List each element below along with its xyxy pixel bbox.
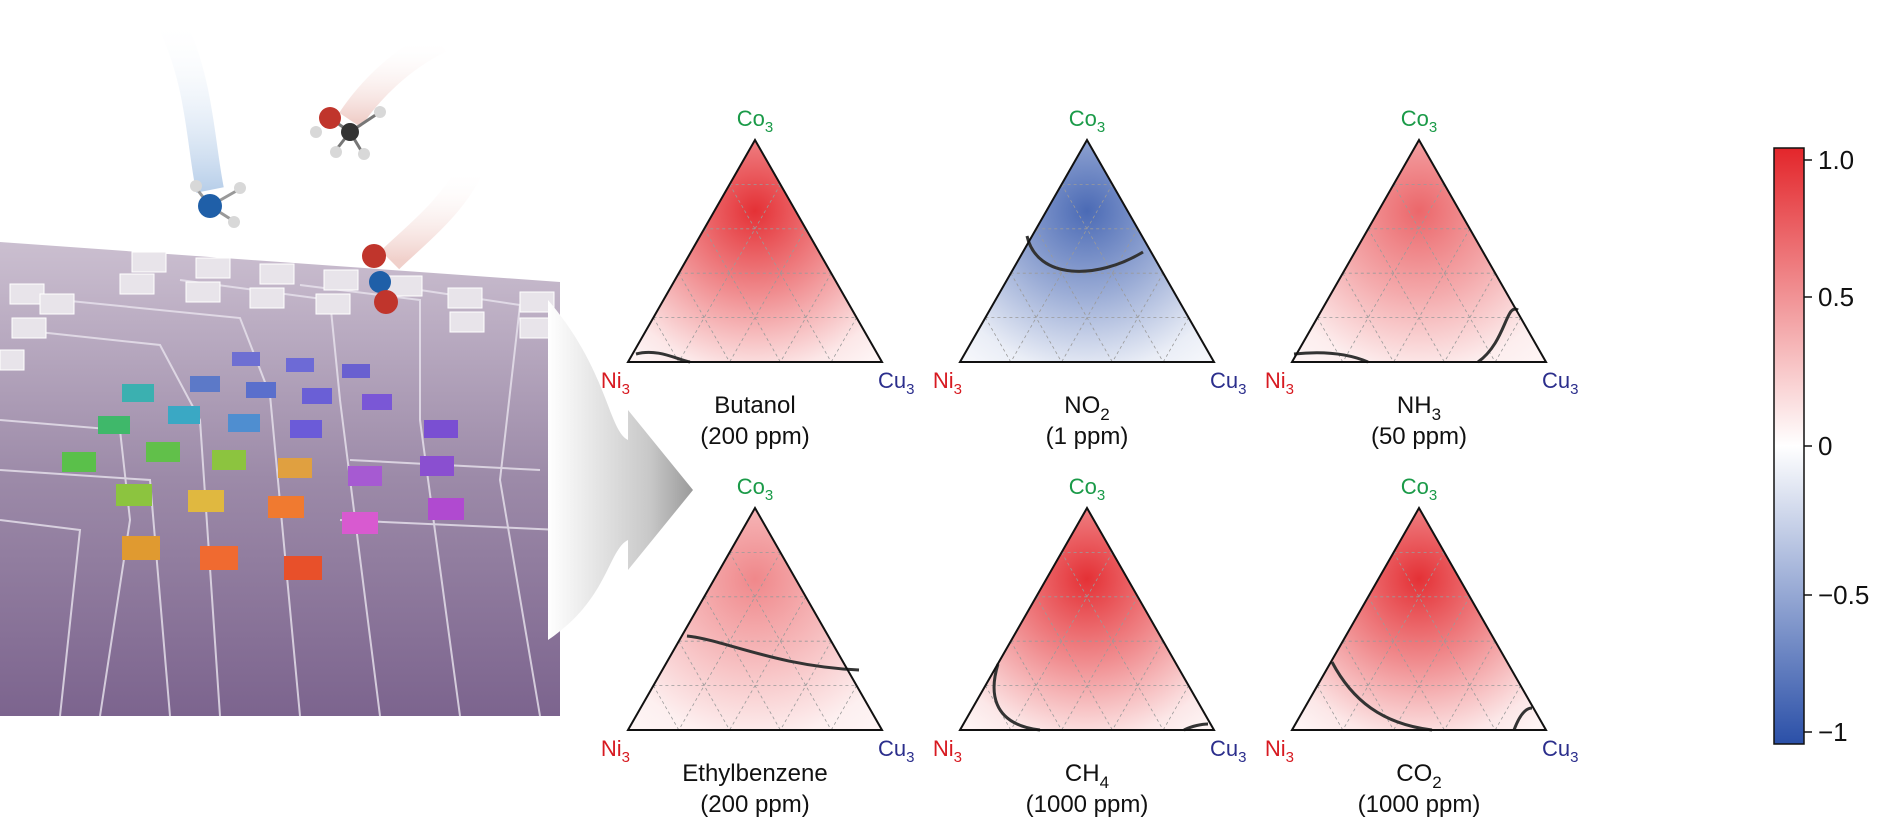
ternary-outline — [1290, 505, 1548, 731]
colorbar-tick-label: 0.5 — [1818, 282, 1854, 312]
vertex-label-ni: Ni3 — [1265, 368, 1294, 398]
response-heatmap — [960, 508, 1214, 730]
sensor-pads — [62, 352, 464, 580]
vertex-label-co: Co3 — [1401, 474, 1437, 504]
ternary-plot: Co3 Ni3 Cu3 NH3(50 ppm) — [1265, 106, 1579, 450]
response-heatmap — [1292, 140, 1546, 362]
vertex-label-cu: Cu3 — [1210, 736, 1246, 766]
ternary-gridlines — [985, 552, 1189, 731]
vertex-label-co: Co3 — [1069, 106, 1105, 136]
colorbar-gradient — [1773, 147, 1805, 745]
zero-contour — [1025, 235, 1144, 273]
gas-concentration: (50 ppm) — [1371, 423, 1467, 450]
gas-molecules — [157, 13, 482, 314]
vertex-label-cu: Cu3 — [1542, 736, 1578, 766]
gas-concentration: (1 ppm) — [1046, 423, 1129, 450]
vertex-label-cu: Cu3 — [1210, 368, 1246, 398]
vertex-label-co: Co3 — [1401, 106, 1437, 136]
alcohol-molecule — [310, 106, 386, 160]
ternary-outline — [958, 137, 1216, 363]
gas-concentration: (1000 ppm) — [1026, 791, 1149, 818]
ternary-outline — [626, 505, 884, 731]
gas-name: Ethylbenzene — [682, 760, 827, 787]
vertex-label-ni: Ni3 — [933, 736, 962, 766]
vertex-label-ni: Ni3 — [601, 736, 630, 766]
vertex-label-cu: Cu3 — [878, 736, 914, 766]
ternary-gridlines — [1317, 183, 1521, 363]
ternary-outline — [1290, 137, 1548, 363]
gas-name: CH4 — [1065, 760, 1109, 792]
sensor-chip — [0, 242, 561, 717]
ternary-gridlines — [653, 552, 857, 731]
gas-concentration: (200 ppm) — [700, 423, 809, 450]
vertex-label-ni: Ni3 — [601, 368, 630, 398]
vertex-label-cu: Cu3 — [878, 368, 914, 398]
ternary-outline — [958, 505, 1216, 731]
gas-name: Butanol — [714, 392, 795, 419]
vertex-label-ni: Ni3 — [1265, 736, 1294, 766]
sensor-array-illustration — [0, 13, 561, 717]
gas-concentration: (200 ppm) — [700, 791, 809, 818]
colorbar: 1.0 0.5 0 −0.5 −1 — [1773, 145, 1869, 747]
gas-name: NH3 — [1397, 392, 1441, 424]
gas-name: NO2 — [1064, 392, 1109, 424]
colorbar-tick-label: 0 — [1818, 431, 1832, 461]
zero-contour — [686, 634, 860, 672]
ternary-gridlines — [653, 183, 857, 363]
ternary-plot: Co3 Ni3 Cu3 NO2(1 ppm) — [933, 106, 1247, 450]
ternary-outline — [626, 137, 884, 363]
ternary-gridlines — [985, 183, 1189, 363]
ternary-plot: Co3 Ni3 Cu3 Butanol (200 ppm) — [601, 106, 915, 450]
gas-concentration: (1000 ppm) — [1358, 791, 1481, 818]
ternary-plot: Co3 Ni3 Cu3 Ethylbenzene (200 ppm) — [601, 474, 915, 818]
no2-molecule — [362, 244, 398, 314]
flow-arrow — [548, 300, 693, 640]
colorbar-tick-label: 1.0 — [1818, 145, 1854, 175]
vertex-label-co: Co3 — [1069, 474, 1105, 504]
gas-name: CO2 — [1396, 760, 1441, 792]
ammonia-molecule — [190, 180, 246, 228]
ternary-plot: Co3 Ni3 Cu3 CH4(1000 ppm) — [933, 474, 1247, 818]
vertex-label-cu: Cu3 — [1542, 368, 1578, 398]
response-heatmap — [628, 508, 882, 730]
colorbar-tick-label: −0.5 — [1818, 580, 1869, 610]
vertex-label-co: Co3 — [737, 474, 773, 504]
colorbar-tick-label: −1 — [1818, 717, 1848, 747]
response-heatmap — [628, 140, 882, 362]
vertex-label-co: Co3 — [737, 106, 773, 136]
ternary-plot: Co3 Ni3 Cu3 CO2(1000 ppm) — [1265, 474, 1579, 818]
response-heatmap — [960, 140, 1214, 362]
zero-contour — [1330, 661, 1533, 732]
vertex-label-ni: Ni3 — [933, 368, 962, 398]
response-heatmap — [1292, 508, 1546, 730]
